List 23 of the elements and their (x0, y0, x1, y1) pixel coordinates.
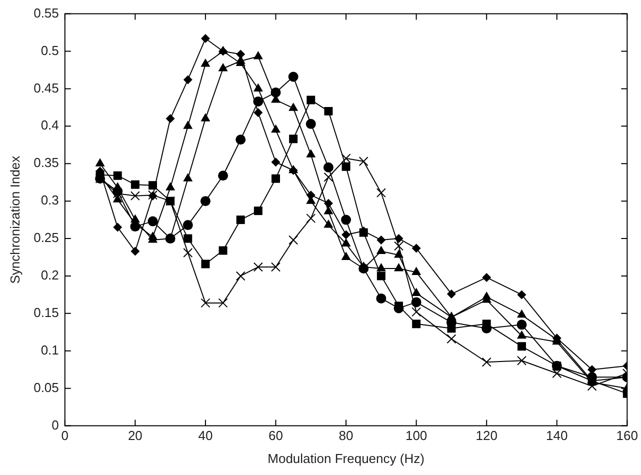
y-tick-label: 0.2 (40, 268, 59, 283)
x-tick-label: 160 (616, 428, 638, 444)
y-tick-label: 0.05 (34, 380, 59, 395)
x-tick-label: 140 (546, 428, 568, 444)
x-tick-label: 100 (405, 428, 428, 444)
y-tick-label: 0 (52, 417, 59, 432)
y-tick-label: 0.45 (34, 80, 59, 96)
y-tick-label: 0.4 (40, 118, 59, 133)
y-axis-title: Synchronization Index (7, 155, 22, 284)
y-tick-label: 0.55 (34, 5, 59, 20)
y-tick-label: 0.5 (40, 42, 59, 58)
y-tick-label: 0.15 (34, 305, 59, 320)
y-tick-label: 0.25 (34, 230, 59, 246)
x-tick-label: 0 (61, 428, 69, 444)
x-axis-title: Modulation Frequency (Hz) (268, 450, 424, 466)
x-tick-label: 20 (128, 428, 142, 444)
x-tick-label: 40 (198, 428, 213, 444)
x-tick-label: 120 (476, 428, 498, 444)
x-tick-label: 80 (338, 428, 354, 444)
x-tick-label: 60 (268, 428, 283, 444)
y-tick-label: 0.35 (34, 155, 59, 170)
y-tick-label: 0.1 (40, 342, 59, 358)
y-tick-label: 0.3 (40, 192, 59, 208)
